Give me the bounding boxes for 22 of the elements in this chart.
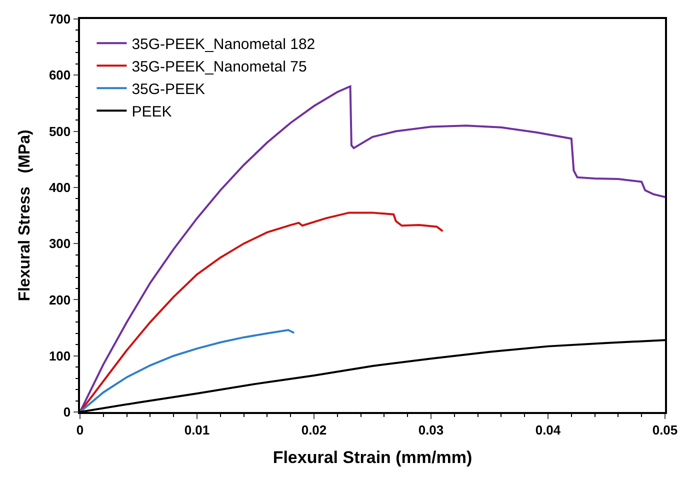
- x-axis-title: Flexural Strain (mm/mm): [272, 448, 472, 468]
- line-series: [80, 212, 444, 412]
- x-tick-label: 0.02: [301, 422, 327, 438]
- y-tick-label: 600: [48, 68, 71, 83]
- legend-label: 35G-PEEK_Nanometal 182: [132, 36, 316, 53]
- y-tick-label: 400: [48, 180, 71, 195]
- legend-label: 35G-PEEK_Nanometal 75: [132, 58, 307, 76]
- legend-label: PEEK: [132, 103, 172, 120]
- y-tick-label: 300: [48, 236, 71, 252]
- y-axis-title: Flexural Stress (MPa): [16, 130, 34, 302]
- x-tick-label: 0.04: [535, 422, 562, 438]
- y-tick-label: 100: [48, 348, 71, 364]
- y-tick-label: 500: [48, 124, 71, 139]
- y-tick-label: 0: [63, 404, 71, 420]
- line-series: [80, 329, 296, 412]
- y-tick-label: 700: [48, 12, 71, 27]
- x-tick-label: 0.01: [184, 422, 210, 438]
- x-tick-label: 0.03: [418, 422, 444, 438]
- y-tick-label: 200: [48, 292, 71, 308]
- x-tick-label: 0.05: [652, 422, 678, 438]
- legend-label: 35G-PEEK: [132, 80, 206, 98]
- x-tick-label: 0: [76, 422, 84, 438]
